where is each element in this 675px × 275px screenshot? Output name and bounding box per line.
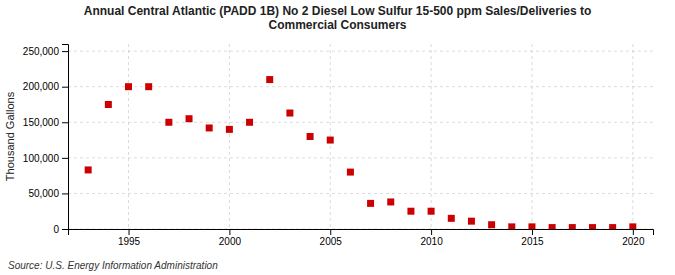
y-tick-mark [62, 229, 68, 230]
title: Annual Central Atlantic (PADD 1B) No 2 D… [84, 4, 591, 32]
point [307, 133, 314, 140]
x-tick: 2020 [622, 229, 645, 247]
point [407, 208, 414, 215]
point [428, 208, 435, 215]
point [488, 221, 495, 228]
grid-line [128, 44, 129, 229]
point [589, 224, 596, 229]
grid-line [229, 44, 230, 229]
y-axis: 0 50,000 100,000 150,000 200,000 250,000 [23, 45, 69, 235]
x-tick-mark [633, 229, 634, 235]
x-tick: 2000 [219, 229, 242, 247]
y-tick-mark [62, 87, 68, 88]
x-tick-mark [431, 229, 432, 235]
point [327, 137, 334, 144]
x-tick: 2015 [521, 229, 544, 247]
point [286, 110, 293, 117]
x-tick: 1995 [118, 229, 141, 247]
point [549, 224, 556, 229]
x-tick-label: 1995 [118, 236, 141, 247]
point [448, 215, 455, 222]
grid-line [68, 193, 653, 194]
y-tick: 250,000 [23, 46, 68, 57]
y-axis-title: Thousand Gallons [4, 91, 16, 181]
x-tick-label: 2015 [521, 236, 544, 247]
x-tick-mark [129, 229, 130, 235]
x-tick-mark [229, 229, 230, 235]
x-tick-label: 2010 [420, 236, 443, 247]
point [367, 200, 374, 207]
y-tick: 0 [53, 224, 68, 235]
point [508, 223, 515, 229]
grid-line [68, 51, 653, 52]
x-tick-mark [330, 229, 331, 235]
x-axis: 1995 2000 2005 2010 2015 2020 [69, 229, 654, 247]
point [165, 119, 172, 126]
point [609, 224, 616, 229]
x-tick-mark [532, 229, 533, 235]
y-tick-mark [62, 51, 68, 52]
y-tick: 200,000 [23, 81, 68, 92]
point [125, 83, 132, 90]
y-axis-line [62, 45, 69, 230]
y-tick-label: 100,000 [23, 153, 60, 164]
point [145, 83, 152, 90]
x-tick-label: 2000 [219, 236, 242, 247]
y-tick-mark [62, 193, 68, 194]
point [266, 76, 273, 83]
point [105, 101, 112, 108]
points [85, 76, 637, 229]
plot: 1995 2000 2005 2010 2015 2020 0 50,000 100,000 15… [23, 44, 654, 247]
grid [68, 44, 653, 229]
point [468, 218, 475, 225]
y-tick: 150,000 [23, 117, 68, 128]
point [387, 198, 394, 205]
point [528, 223, 535, 229]
x-tick: 2010 [420, 229, 443, 247]
point [629, 223, 636, 229]
chart: Annual Central Atlantic (PADD 1B) No 2 D… [0, 0, 675, 275]
grid-line [632, 44, 633, 229]
point [569, 224, 576, 229]
y-tick-mark [62, 158, 68, 159]
x-tick-label: 2005 [320, 236, 343, 247]
y-tick: 50,000 [28, 188, 68, 199]
x-axis-line [69, 230, 654, 236]
point [226, 126, 233, 133]
y-tick-mark [62, 122, 68, 123]
point [186, 115, 193, 122]
point [85, 166, 92, 173]
y-tick: 100,000 [23, 153, 68, 164]
y-tick-label: 50,000 [28, 188, 59, 199]
grid-line [68, 86, 653, 87]
y-tick-label: 150,000 [23, 117, 60, 128]
source: Source: U.S. Energy Information Administ… [8, 260, 218, 271]
grid-line [330, 44, 331, 229]
point [206, 124, 213, 131]
y-tick-label: 200,000 [23, 81, 60, 92]
grid-line [531, 44, 532, 229]
grid-line [68, 157, 653, 158]
point [347, 169, 354, 176]
grid-line [68, 122, 653, 123]
x-tick-label: 2020 [622, 236, 645, 247]
x-tick: 2005 [320, 229, 343, 247]
y-tick-label: 0 [53, 224, 59, 235]
y-tick-label: 250,000 [23, 46, 60, 57]
point [246, 119, 253, 126]
grid-line [431, 44, 432, 229]
